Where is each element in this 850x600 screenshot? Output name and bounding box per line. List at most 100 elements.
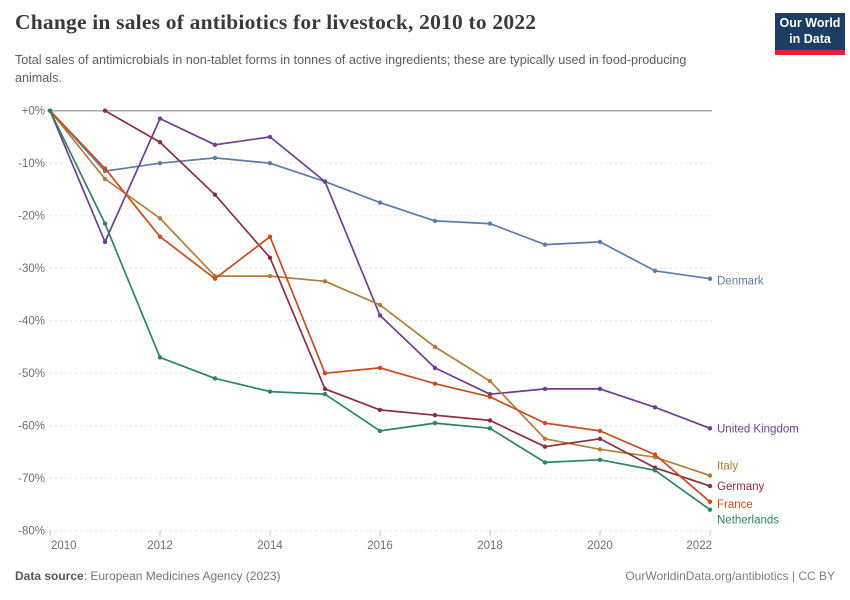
data-point-denmark-2019[interactable] <box>542 242 548 247</box>
y-axis-label: -40% <box>18 316 45 328</box>
data-point-united-kingdom-2016[interactable] <box>377 313 383 318</box>
x-axis-label: 2020 <box>587 540 613 552</box>
y-axis-label: -60% <box>18 421 45 433</box>
series-label-italy[interactable]: Italy <box>717 461 738 473</box>
data-point-united-kingdom-2011[interactable] <box>102 239 108 245</box>
x-axis-label: 2016 <box>367 540 393 552</box>
data-point-netherlands-2019[interactable] <box>542 460 548 465</box>
data-point-united-kingdom-2017[interactable] <box>432 365 438 371</box>
data-point-denmark-2021[interactable] <box>652 268 658 273</box>
data-point-netherlands-2014[interactable] <box>267 389 273 394</box>
data-point-france-2018[interactable] <box>487 394 493 399</box>
data-point-italy-2017[interactable] <box>432 344 438 350</box>
data-point-germany-2016[interactable] <box>377 407 383 413</box>
logo-line-1: Our World <box>779 16 841 31</box>
data-point-germany-2014[interactable] <box>267 255 273 260</box>
data-point-france-2012[interactable] <box>157 234 163 239</box>
credit-link[interactable]: OurWorldinData.org/antibiotics | CC BY <box>625 569 835 583</box>
data-point-germany-2015[interactable] <box>322 386 328 392</box>
data-point-italy-2011[interactable] <box>102 176 108 182</box>
data-point-netherlands-2012[interactable] <box>157 355 163 360</box>
data-point-denmark-2022[interactable] <box>707 276 713 281</box>
data-point-germany-2012[interactable] <box>157 140 163 145</box>
data-source-note: Data source: European Medicines Agency (… <box>15 569 281 583</box>
data-point-france-2022[interactable] <box>707 499 713 504</box>
data-point-united-kingdom-2014[interactable] <box>267 134 273 140</box>
series-label-denmark[interactable]: Denmark <box>717 276 764 288</box>
data-point-netherlands-2011[interactable] <box>102 221 108 226</box>
series-line-germany[interactable] <box>104 109 711 487</box>
data-point-france-2019[interactable] <box>542 420 548 426</box>
data-point-italy-2015[interactable] <box>322 279 328 284</box>
data-point-denmark-2014[interactable] <box>267 161 273 166</box>
data-point-denmark-2017[interactable] <box>432 218 438 224</box>
data-point-italy-2012[interactable] <box>157 216 163 221</box>
data-point-netherlands-2021[interactable] <box>652 468 658 473</box>
data-point-italy-2019[interactable] <box>542 436 548 441</box>
series-label-united-kingdom[interactable]: United Kingdom <box>717 423 799 435</box>
data-point-denmark-2016[interactable] <box>377 200 383 205</box>
series-line-united-kingdom[interactable] <box>49 110 711 430</box>
data-point-germany-2013[interactable] <box>212 192 218 197</box>
x-axis-label: 2012 <box>147 540 173 552</box>
data-point-italy-2018[interactable] <box>487 378 493 384</box>
series-label-france[interactable]: France <box>717 499 753 511</box>
data-point-italy-2016[interactable] <box>377 302 383 308</box>
data-point-germany-2017[interactable] <box>432 413 438 418</box>
y-axis-label: +0% <box>22 106 45 118</box>
data-point-france-2011[interactable] <box>102 166 108 171</box>
data-point-france-2013[interactable] <box>212 276 218 281</box>
owid-logo[interactable]: Our World in Data <box>775 13 845 55</box>
data-point-italy-2022[interactable] <box>707 473 713 478</box>
data-point-france-2017[interactable] <box>432 381 438 386</box>
x-axis-label: 2010 <box>51 540 77 552</box>
data-point-netherlands-2013[interactable] <box>212 376 218 381</box>
y-axis-label: -70% <box>18 473 45 485</box>
chart-subtitle: Total sales of antimicrobials in non-tab… <box>15 53 687 85</box>
data-point-france-2014[interactable] <box>267 234 273 239</box>
data-point-france-2020[interactable] <box>597 428 603 434</box>
data-point-denmark-2020[interactable] <box>597 239 603 245</box>
series-line-netherlands[interactable] <box>49 110 711 511</box>
data-point-denmark-2012[interactable] <box>157 161 163 166</box>
data-point-netherlands-2010[interactable] <box>47 108 53 113</box>
data-point-netherlands-2018[interactable] <box>487 426 493 431</box>
data-point-united-kingdom-2020[interactable] <box>597 386 603 392</box>
data-point-france-2021[interactable] <box>652 452 658 457</box>
data-point-germany-2011[interactable] <box>102 108 108 113</box>
y-axis-label: -80% <box>18 526 45 538</box>
data-point-germany-2020[interactable] <box>597 436 603 441</box>
data-point-united-kingdom-2019[interactable] <box>542 386 548 392</box>
data-point-germany-2022[interactable] <box>707 483 713 489</box>
data-point-united-kingdom-2015[interactable] <box>322 179 328 184</box>
page-title: Change in sales of antibiotics for lives… <box>15 10 537 34</box>
data-point-france-2016[interactable] <box>377 365 383 371</box>
data-point-netherlands-2022[interactable] <box>707 507 713 512</box>
data-point-italy-2014[interactable] <box>267 273 273 279</box>
y-axis-label: -50% <box>18 368 45 380</box>
logo-line-2: in Data <box>789 31 831 46</box>
data-point-united-kingdom-2022[interactable] <box>707 426 713 431</box>
data-point-netherlands-2017[interactable] <box>432 420 438 426</box>
y-axis-label: -30% <box>18 263 45 275</box>
x-axis-label: 2018 <box>477 540 503 552</box>
data-point-united-kingdom-2021[interactable] <box>652 405 658 410</box>
data-source-value: : European Medicines Agency (2023) <box>83 569 281 583</box>
data-point-netherlands-2020[interactable] <box>597 457 603 462</box>
data-point-netherlands-2015[interactable] <box>322 392 328 397</box>
data-point-united-kingdom-2013[interactable] <box>212 142 218 147</box>
data-point-denmark-2013[interactable] <box>212 155 218 161</box>
data-point-netherlands-2016[interactable] <box>377 428 383 434</box>
series-label-netherlands[interactable]: Netherlands <box>717 515 779 527</box>
data-point-france-2015[interactable] <box>322 371 328 376</box>
data-point-italy-2020[interactable] <box>597 447 603 452</box>
y-axis-label: -10% <box>18 158 45 170</box>
data-point-germany-2019[interactable] <box>542 444 548 449</box>
data-point-united-kingdom-2012[interactable] <box>157 116 163 121</box>
x-axis-label: 2014 <box>257 540 283 552</box>
data-point-denmark-2018[interactable] <box>487 221 493 226</box>
series-label-germany[interactable]: Germany <box>717 481 765 493</box>
data-point-germany-2018[interactable] <box>487 418 493 423</box>
